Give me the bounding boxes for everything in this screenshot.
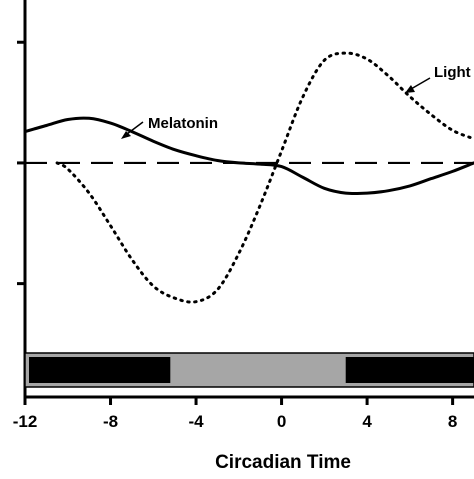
light-arrow-head: [405, 85, 415, 93]
axes-layer: [17, 0, 474, 405]
series-layer: [23, 51, 474, 304]
bar-segment-dark-0: [29, 357, 171, 383]
x-axis-title: Circadian Time: [215, 452, 351, 473]
light-arrow-line: [410, 77, 431, 90]
series-line-light: [55, 51, 474, 304]
series-label-melatonin: Melatonin: [148, 115, 218, 132]
x-tick-label-2: -4: [188, 412, 204, 431]
melatonin-arrow-head: [121, 131, 131, 139]
x-tick-label-0: -12: [13, 412, 38, 431]
x-tick-label-5: 8: [448, 412, 457, 431]
x-tick-label-4: 4: [362, 412, 372, 431]
bar-segment-dark-2: [345, 357, 474, 383]
series-label-light: Light: [434, 64, 471, 81]
series-line-melatonin: [23, 116, 474, 196]
x-tick-label-1: -8: [103, 412, 118, 431]
bar-segment-light-1: [170, 357, 346, 383]
melatonin-arrow-line: [126, 121, 144, 135]
light-dark-bar: [24, 352, 474, 388]
x-tick-label-3: 0: [277, 412, 286, 431]
label-layer: -12 -8 -4 0 4 8 Circadian Time Melatonin Light: [13, 64, 471, 473]
